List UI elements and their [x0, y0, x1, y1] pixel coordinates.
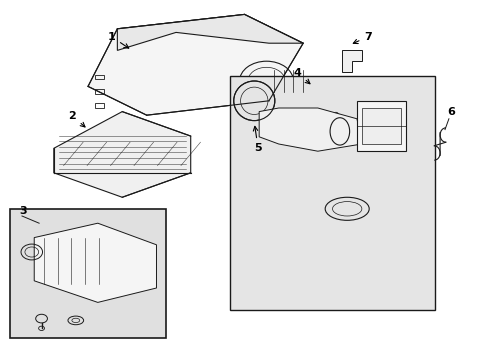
Bar	[95, 89, 104, 94]
Text: 6: 6	[447, 107, 454, 117]
Polygon shape	[88, 14, 303, 115]
Bar	[95, 75, 104, 79]
Text: 1: 1	[107, 32, 128, 48]
Polygon shape	[342, 50, 361, 72]
Text: 3: 3	[20, 206, 27, 216]
Polygon shape	[54, 112, 190, 197]
Polygon shape	[117, 14, 303, 50]
Text: 7: 7	[352, 32, 371, 44]
Text: 4: 4	[293, 68, 309, 84]
Polygon shape	[259, 108, 361, 151]
Bar	[10, 209, 166, 338]
Text: 2: 2	[68, 111, 85, 127]
Bar	[356, 101, 405, 151]
Bar	[361, 108, 400, 144]
Bar	[229, 76, 434, 310]
Polygon shape	[34, 223, 156, 302]
Bar	[95, 103, 104, 108]
Text: 5: 5	[253, 126, 262, 153]
